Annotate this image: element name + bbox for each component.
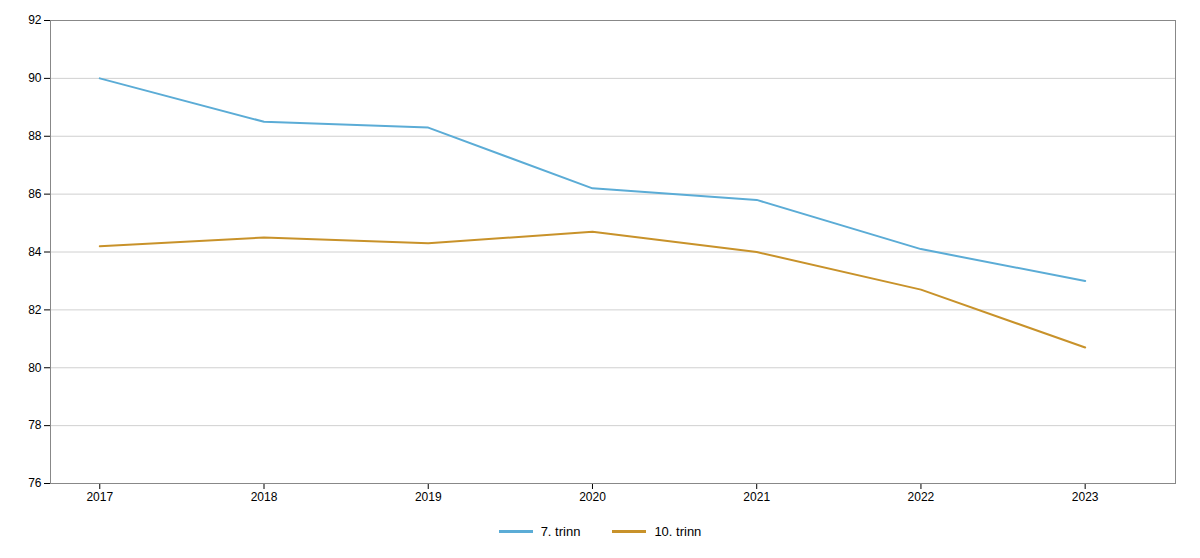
svg-text:90: 90 [28, 71, 42, 85]
svg-text:2018: 2018 [251, 490, 278, 504]
svg-text:88: 88 [28, 129, 42, 143]
svg-text:84: 84 [28, 245, 42, 259]
svg-text:92: 92 [28, 13, 42, 27]
svg-text:2021: 2021 [743, 490, 770, 504]
html-text:10. trinn: 10. trinn [654, 524, 702, 539]
svg-text:80: 80 [28, 361, 42, 375]
svg-text:2017: 2017 [86, 490, 113, 504]
svg-text:78: 78 [28, 418, 42, 432]
svg-text:2023: 2023 [1072, 490, 1099, 504]
svg-text:82: 82 [28, 303, 42, 317]
html-text:7. trinn: 7. trinn [540, 524, 581, 539]
svg-text:2020: 2020 [579, 490, 606, 504]
svg-text:76: 76 [28, 476, 42, 490]
svg-text:86: 86 [28, 187, 42, 201]
svg-text:2019: 2019 [415, 490, 442, 504]
svg-text:2022: 2022 [908, 490, 935, 504]
